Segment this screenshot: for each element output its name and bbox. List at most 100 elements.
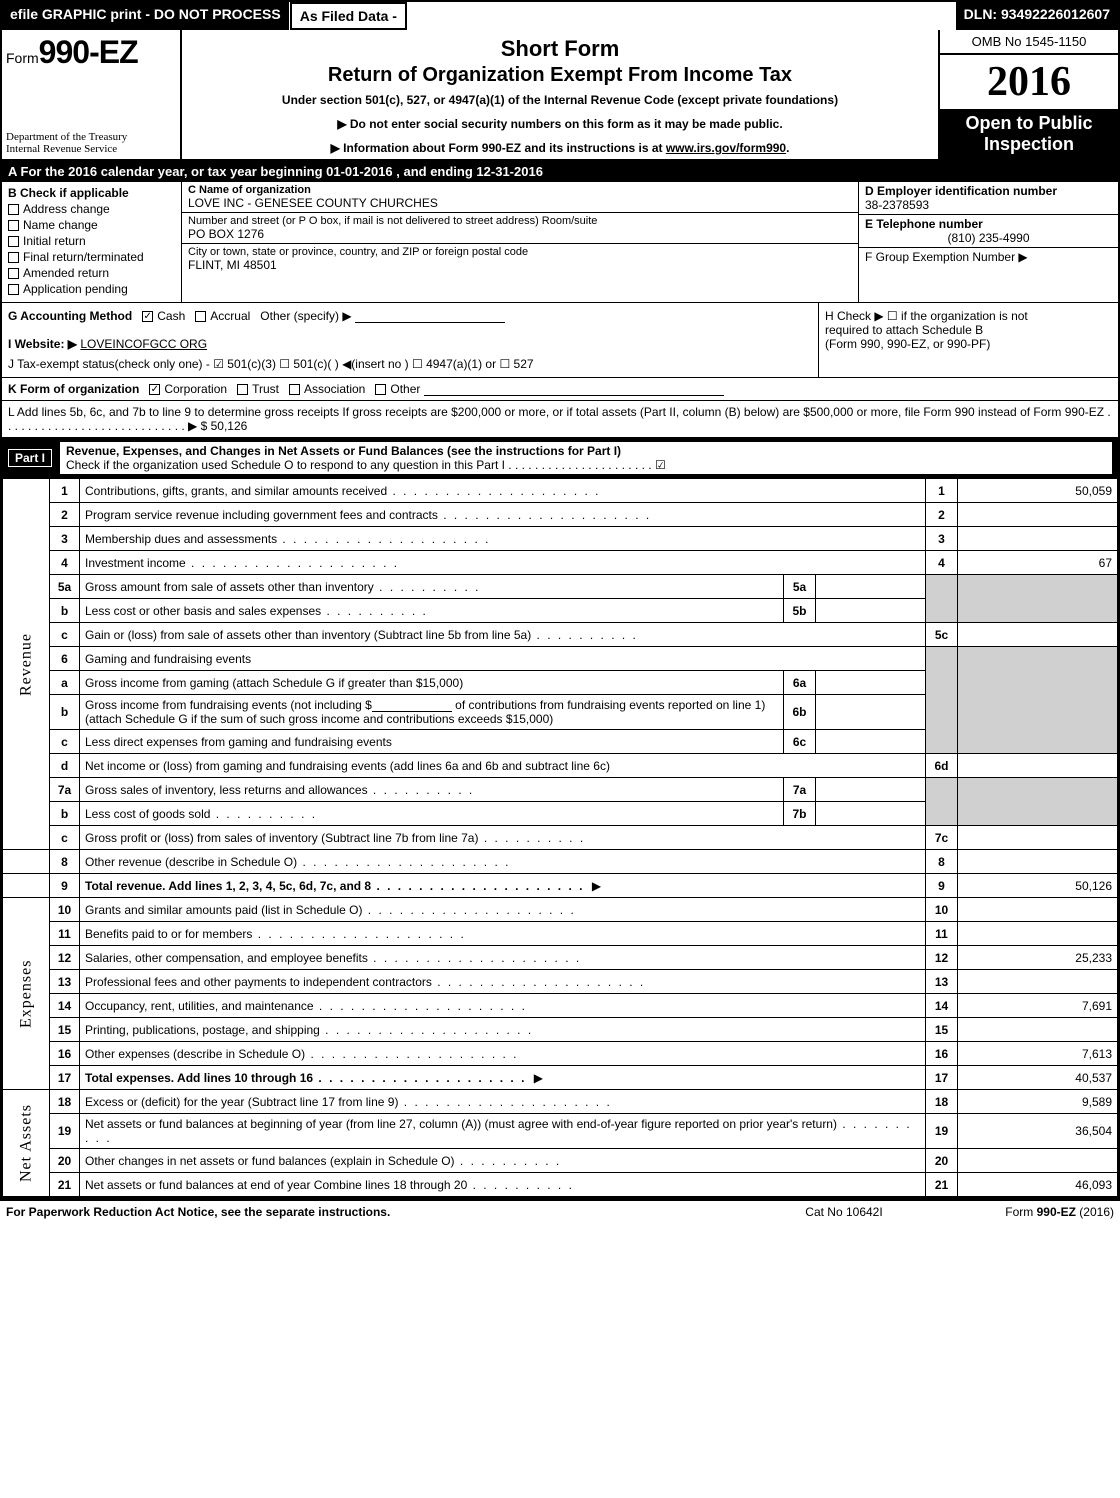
row-18: Net Assets 18 Excess or (deficit) for th… [3, 1090, 1118, 1114]
page-footer: For Paperwork Reduction Act Notice, see … [0, 1199, 1120, 1223]
title-return: Return of Organization Exempt From Incom… [190, 64, 930, 87]
6b-blank[interactable] [372, 700, 452, 712]
row-a-begin: 01-01-2016 [326, 164, 393, 179]
chk-initial[interactable]: Initial return [8, 234, 175, 248]
website-link[interactable]: LOVEINCOFGCC ORG [80, 337, 207, 351]
part1-title: Revenue, Expenses, and Changes in Net As… [60, 442, 1112, 474]
part1-tag: Part I [8, 449, 52, 467]
gh-row: G Accounting Method Cash Accrual Other (… [2, 303, 1118, 378]
row-l: L Add lines 5b, 6c, and 7b to line 9 to … [2, 401, 1118, 438]
open-line2: Inspection [944, 134, 1114, 155]
side-expenses: Expenses [3, 898, 50, 1090]
row-21: 21 Net assets or fund balances at end of… [3, 1173, 1118, 1197]
header-right: OMB No 1545-1150 2016 Open to Public Ins… [938, 30, 1118, 159]
row-14: 14 Occupancy, rent, utilities, and maint… [3, 994, 1118, 1018]
chk-address[interactable]: Address change [8, 202, 175, 216]
row-9: 9 Total revenue. Add lines 1, 2, 3, 4, 5… [3, 874, 1118, 898]
row-i: I Website: ▶ LOVEINCOFGCC ORG [8, 337, 812, 351]
footer-mid: Cat No 10642I [754, 1205, 934, 1219]
grp-lbl: F Group Exemption Number ▶ [865, 250, 1112, 264]
ein-val: 38-2378593 [865, 198, 1112, 212]
section-def: D Employer identification number 38-2378… [858, 182, 1118, 302]
irs-link[interactable]: www.irs.gov/form990 [666, 141, 786, 155]
row-h: H Check ▶ ☐ if the organization is not r… [818, 303, 1118, 377]
side-netassets: Net Assets [3, 1090, 50, 1197]
g-other: Other (specify) ▶ [260, 309, 351, 323]
tel-val: (810) 235-4990 [865, 231, 1112, 245]
street-cell: Number and street (or P O box, if mail i… [182, 213, 858, 244]
open-to-public: Open to Public Inspection [940, 109, 1118, 159]
part1-table: Revenue 1 Contributions, gifts, grants, … [2, 478, 1118, 1197]
chk-assoc[interactable] [289, 384, 300, 395]
row-k: K Form of organization Corporation Trust… [2, 378, 1118, 401]
row-11: 11 Benefits paid to or for members 11 [3, 922, 1118, 946]
row-13: 13 Professional fees and other payments … [3, 970, 1118, 994]
dept-block: Department of the Treasury Internal Reve… [6, 131, 176, 155]
subtitle: Under section 501(c), 527, or 4947(a)(1)… [190, 93, 930, 107]
footer-right: Form 990-EZ (2016) [934, 1205, 1114, 1219]
k-other-blank[interactable] [424, 384, 724, 396]
h-line3: (Form 990, 990-EZ, or 990-PF) [825, 337, 1112, 351]
row-19: 19 Net assets or fund balances at beginn… [3, 1114, 1118, 1149]
street-lbl: Number and street (or P O box, if mail i… [188, 215, 852, 227]
h-line1: H Check ▶ ☐ if the organization is not [825, 309, 1112, 323]
chk-trust[interactable] [237, 384, 248, 395]
topbar-spacer [407, 2, 956, 30]
row-a-end: 12-31-2016 [476, 164, 543, 179]
chk-pending[interactable]: Application pending [8, 282, 175, 296]
k-lbl: K Form of organization [8, 382, 139, 396]
row-7a: 7a Gross sales of inventory, less return… [3, 778, 1118, 802]
city-lbl: City or town, state or province, country… [188, 246, 852, 258]
org-name-cell: C Name of organization LOVE INC - GENESE… [182, 182, 858, 213]
row-7c: c Gross profit or (loss) from sales of i… [3, 826, 1118, 850]
footer-left: For Paperwork Reduction Act Notice, see … [6, 1205, 754, 1219]
chk-cash[interactable] [142, 311, 153, 322]
chk-final[interactable]: Final return/terminated [8, 250, 175, 264]
part1-sub: Check if the organization used Schedule … [66, 458, 666, 472]
row-3: 3 Membership dues and assessments 3 [3, 527, 1118, 551]
arrow-icon [588, 879, 605, 893]
open-line1: Open to Public [944, 113, 1114, 134]
row-a-pre: A For the 2016 calendar year, or tax yea… [8, 164, 326, 179]
row-8: 8 Other revenue (describe in Schedule O)… [3, 850, 1118, 874]
street-val: PO BOX 1276 [188, 227, 852, 241]
row-5a: 5a Gross amount from sale of assets othe… [3, 575, 1118, 599]
row-1: Revenue 1 Contributions, gifts, grants, … [3, 479, 1118, 503]
header-row: Form990-EZ Department of the Treasury In… [2, 30, 1118, 161]
g-other-blank[interactable] [355, 311, 505, 323]
chk-corp[interactable] [149, 384, 160, 395]
bcd-block: B Check if applicable Address change Nam… [2, 182, 1118, 303]
chk-accrual[interactable] [195, 311, 206, 322]
row-4: 4 Investment income 4 67 [3, 551, 1118, 575]
form-990ez-page: efile GRAPHIC print - DO NOT PROCESS As … [0, 0, 1120, 1199]
chk-other-org[interactable] [375, 384, 386, 395]
ein-cell: D Employer identification number 38-2378… [859, 182, 1118, 215]
tel-cell: E Telephone number (810) 235-4990 [859, 215, 1118, 248]
row-10: Expenses 10 Grants and similar amounts p… [3, 898, 1118, 922]
note-info-pre: ▶ Information about Form 990-EZ and its … [331, 141, 666, 155]
note-info: ▶ Information about Form 990-EZ and its … [190, 141, 930, 155]
row-20: 20 Other changes in net assets or fund b… [3, 1149, 1118, 1173]
h-line2: required to attach Schedule B [825, 323, 1112, 337]
row-a-tax-year: A For the 2016 calendar year, or tax yea… [2, 161, 1118, 182]
tax-year: 2016 [940, 55, 1118, 109]
efile-label: efile GRAPHIC print - DO NOT PROCESS [2, 2, 290, 30]
row-5c: c Gain or (loss) from sale of assets oth… [3, 623, 1118, 647]
row-2: 2 Program service revenue including gove… [3, 503, 1118, 527]
tel-lbl: E Telephone number [865, 217, 1112, 231]
chk-amended[interactable]: Amended return [8, 266, 175, 280]
city-cell: City or town, state or province, country… [182, 244, 858, 274]
row-6d: d Net income or (loss) from gaming and f… [3, 754, 1118, 778]
org-name-lbl: C Name of organization [188, 184, 852, 196]
row-15: 15 Printing, publications, postage, and … [3, 1018, 1118, 1042]
section-c: C Name of organization LOVE INC - GENESE… [182, 182, 858, 302]
top-bar: efile GRAPHIC print - DO NOT PROCESS As … [2, 2, 1118, 30]
header-mid: Short Form Return of Organization Exempt… [182, 30, 938, 159]
chk-name[interactable]: Name change [8, 218, 175, 232]
row-16: 16 Other expenses (describe in Schedule … [3, 1042, 1118, 1066]
section-b-title: B Check if applicable [8, 186, 175, 200]
dept-irs: Internal Revenue Service [6, 143, 176, 155]
row-17: 17 Total expenses. Add lines 10 through … [3, 1066, 1118, 1090]
row-a-mid: , and ending [393, 164, 477, 179]
dept-treasury: Department of the Treasury [6, 131, 176, 143]
